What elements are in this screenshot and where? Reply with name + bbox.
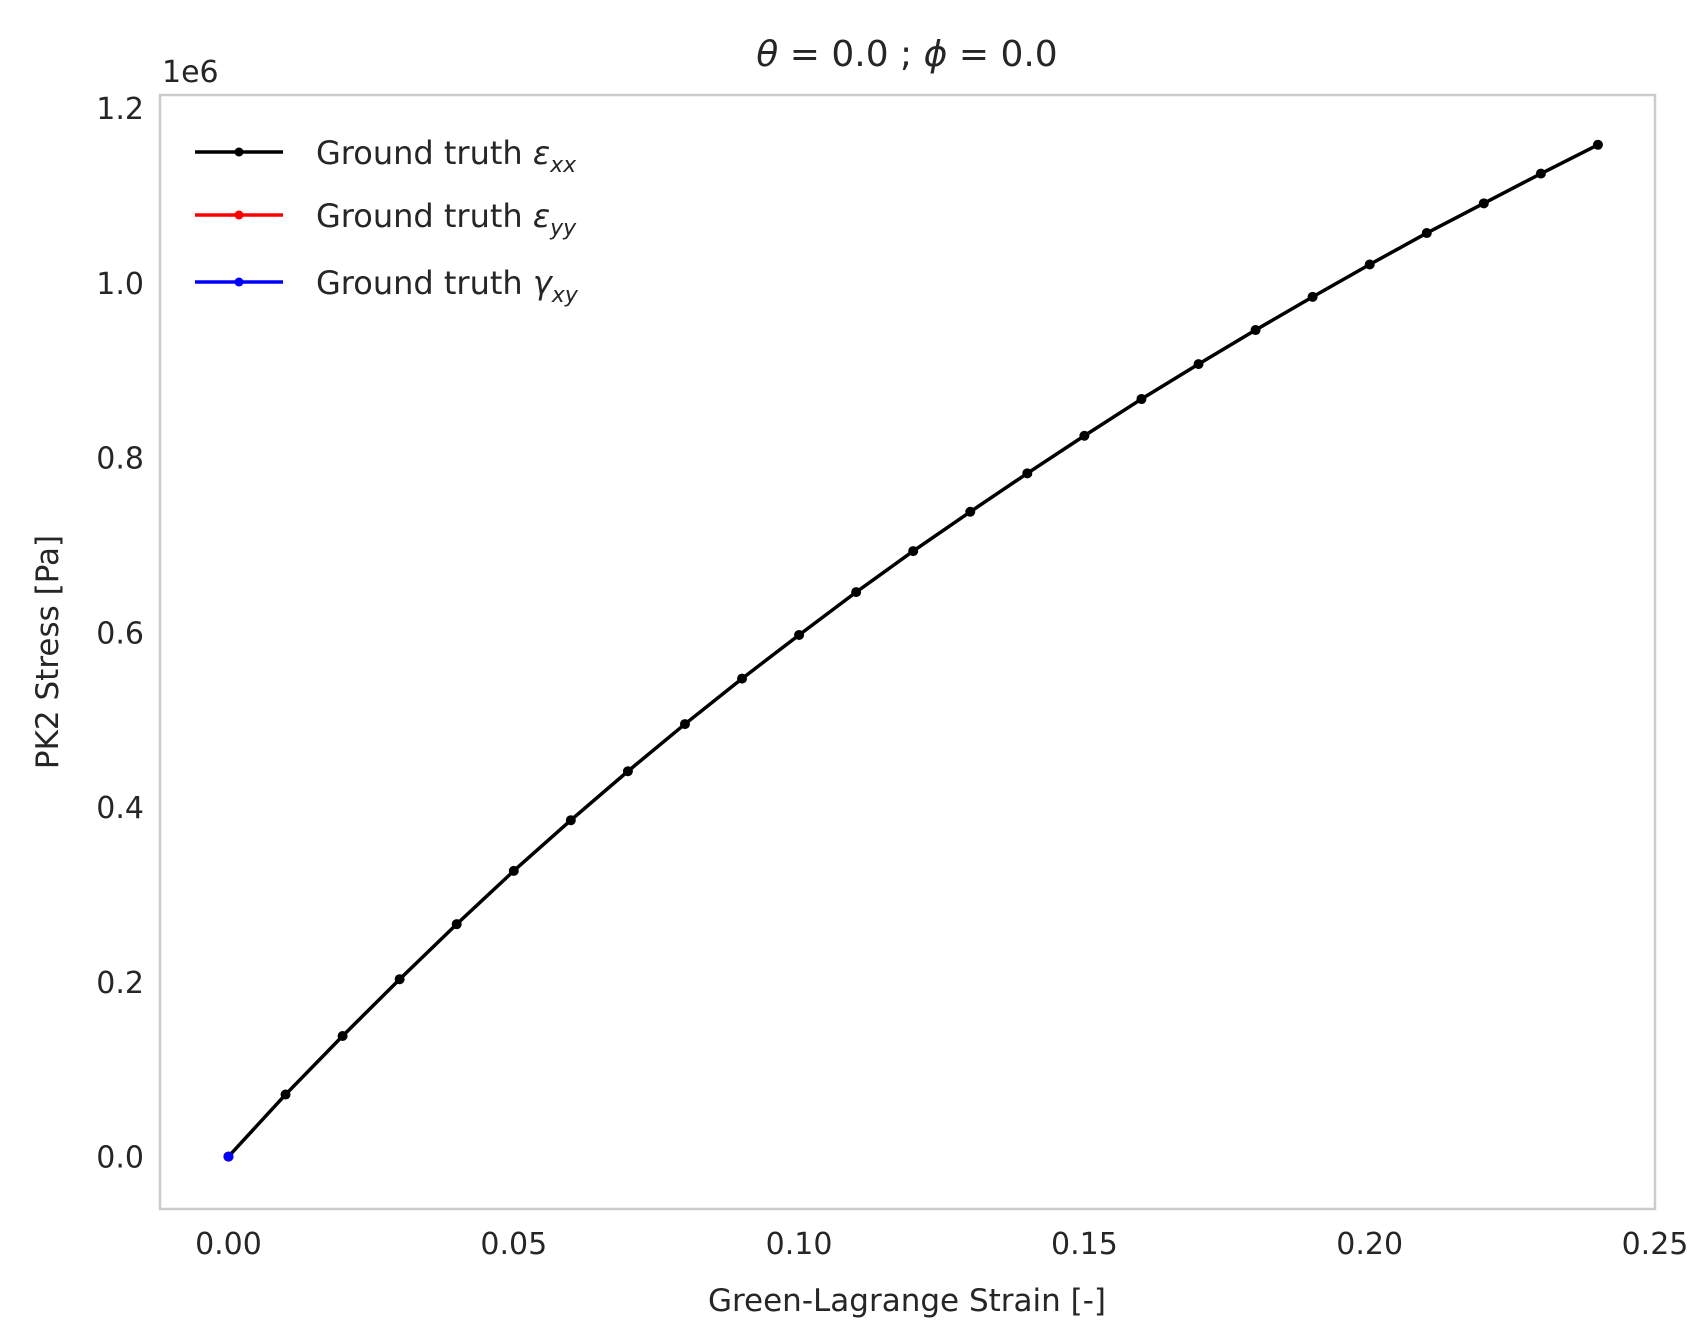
legend-subscript-gxy: xy — [551, 283, 579, 308]
data-point-exx — [1478, 198, 1489, 209]
data-point-exx — [508, 865, 519, 876]
data-point-exx — [965, 506, 976, 517]
data-point-exx — [1364, 259, 1375, 270]
y-axis-offset-text: 1e6 — [162, 55, 219, 90]
x-tick-label: 0.10 — [766, 1227, 833, 1262]
x-tick-label: 0.15 — [1051, 1227, 1118, 1262]
y-tick-label: 1.0 — [96, 267, 144, 302]
data-point-exx — [1193, 359, 1204, 370]
y-axis-ticks: 0.0 0.2 0.4 0.6 0.8 1.0 1.2 — [96, 92, 144, 1175]
legend-marker-eyy — [234, 210, 244, 220]
legend-label-exx: Ground truth εxx — [316, 134, 577, 178]
series-gxy — [223, 1151, 234, 1162]
data-point-exx — [1136, 394, 1147, 405]
legend-symbol-eyy: ε — [533, 197, 550, 235]
data-point-gxy — [223, 1151, 234, 1162]
y-tick-label: 0.4 — [96, 791, 144, 826]
y-tick-label: 0.6 — [96, 616, 144, 651]
x-axis-label: Green-Lagrange Strain [-] — [708, 1283, 1106, 1319]
data-point-exx — [1592, 139, 1603, 150]
data-point-exx — [794, 629, 805, 640]
data-point-exx — [1022, 468, 1033, 479]
data-point-exx — [337, 1031, 348, 1042]
y-tick-label: 0.0 — [96, 1141, 144, 1176]
data-point-exx — [1079, 430, 1090, 441]
x-tick-label: 0.25 — [1622, 1227, 1689, 1262]
legend-marker-exx — [234, 147, 244, 157]
data-point-exx — [394, 974, 405, 985]
series-exx — [223, 139, 1603, 1162]
y-tick-label: 0.2 — [96, 966, 144, 1001]
data-point-exx — [1535, 168, 1546, 179]
x-tick-label: 0.20 — [1336, 1227, 1403, 1262]
legend-subscript-exx: xx — [549, 153, 577, 178]
series-layer — [223, 139, 1603, 1162]
legend-prefix-exx: Ground truth — [316, 134, 533, 172]
data-point-exx — [1250, 325, 1261, 336]
legend-marker-gxy — [234, 277, 244, 287]
plot-frame — [158, 93, 1657, 1211]
data-point-exx — [280, 1089, 291, 1100]
legend-item-gxy: Ground truth γxy — [195, 264, 579, 308]
legend: Ground truth εxx Ground truth εyy Ground… — [195, 134, 579, 308]
legend-label-eyy: Ground truth εyy — [316, 197, 577, 241]
data-point-exx — [1307, 291, 1318, 302]
legend-subscript-eyy: yy — [549, 216, 577, 241]
legend-prefix-eyy: Ground truth — [316, 197, 533, 235]
title-phi-symbol: ϕ — [924, 34, 948, 75]
title-theta-symbol: θ — [756, 34, 778, 75]
data-point-exx — [1421, 228, 1432, 239]
legend-item-exx: Ground truth εxx — [195, 134, 577, 178]
y-axis-label: PK2 Stress [Pa] — [30, 535, 66, 769]
data-point-exx — [737, 673, 748, 684]
x-tick-label: 0.05 — [480, 1227, 547, 1262]
data-point-exx — [451, 919, 462, 930]
chart-title: θ = 0.0 ; ϕ = 0.0 — [756, 34, 1057, 75]
data-point-exx — [908, 546, 919, 557]
y-tick-label: 0.8 — [96, 442, 144, 477]
x-tick-label: 0.00 — [195, 1227, 262, 1262]
title-theta-value: = 0.0 ; — [778, 34, 923, 75]
legend-symbol-gxy: γ — [533, 264, 554, 302]
data-point-exx — [851, 587, 862, 598]
data-point-exx — [565, 815, 576, 826]
data-point-exx — [679, 719, 690, 730]
title-phi-value: = 0.0 — [947, 34, 1057, 75]
data-point-exx — [622, 766, 633, 777]
x-axis-ticks: 0.00 0.05 0.10 0.15 0.20 0.25 — [195, 1227, 1688, 1262]
y-tick-label: 1.2 — [96, 92, 144, 127]
legend-symbol-exx: ε — [533, 134, 550, 172]
legend-prefix-gxy: Ground truth — [316, 264, 533, 302]
legend-label-gxy: Ground truth γxy — [316, 264, 579, 308]
legend-item-eyy: Ground truth εyy — [195, 197, 577, 241]
